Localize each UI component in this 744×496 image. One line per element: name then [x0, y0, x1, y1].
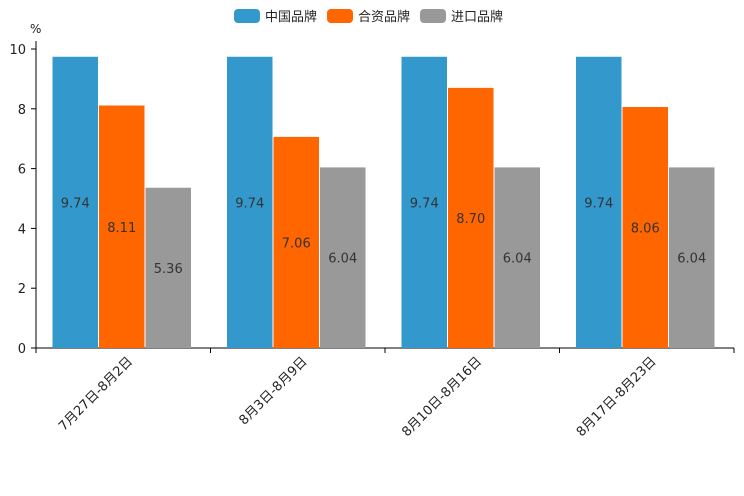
- bar: [99, 105, 145, 348]
- y-tick-label: 4: [18, 222, 26, 237]
- data-label: 5.36: [154, 262, 183, 277]
- bar: [448, 87, 494, 349]
- x-tick-label: 8月3日-8月9日: [236, 354, 310, 428]
- legend-swatch-china-brand: [234, 8, 260, 23]
- data-label: 7.06: [282, 236, 311, 251]
- bar: [576, 56, 622, 349]
- bar: [401, 56, 447, 349]
- data-label: 8.11: [107, 221, 136, 236]
- y-tick-label: 0: [18, 342, 26, 357]
- x-tick-label: 8月17日-8月23日: [574, 354, 660, 440]
- bar: [320, 167, 366, 348]
- y-axis-unit: %: [30, 22, 42, 36]
- legend-item-china-brand[interactable]: 中国品牌: [234, 6, 317, 25]
- y-tick-label: 10: [9, 43, 26, 58]
- x-tick-label: 8月10日-8月16日: [399, 354, 485, 440]
- y-tick-label: 8: [18, 103, 26, 118]
- bar: [669, 167, 715, 348]
- bar: [227, 56, 273, 349]
- data-label: 8.06: [631, 222, 660, 237]
- legend-item-import-brand[interactable]: 进口品牌: [420, 6, 503, 25]
- legend-swatch-joint-venture-brand: [327, 8, 354, 23]
- bar: [273, 136, 319, 348]
- y-tick-label: 6: [18, 163, 26, 178]
- data-label: 8.70: [456, 212, 485, 227]
- y-tick-label: 2: [18, 282, 26, 297]
- legend-label-import-brand: 进口品牌: [451, 10, 504, 25]
- data-label: 9.74: [61, 196, 90, 211]
- data-label: 9.74: [235, 196, 264, 211]
- legend: 中国品牌 合资品牌 进口品牌: [234, 6, 503, 25]
- data-label: 6.04: [503, 252, 532, 267]
- legend-label-joint-venture-brand: 合资品牌: [358, 10, 411, 25]
- data-label: 9.74: [410, 196, 439, 211]
- bar: [52, 56, 98, 349]
- data-label: 6.04: [328, 252, 357, 267]
- bar: [622, 107, 668, 348]
- data-label: 6.04: [677, 252, 706, 267]
- bar: [145, 187, 191, 348]
- bar: [494, 167, 540, 348]
- legend-swatch-import-brand: [420, 8, 447, 23]
- legend-item-joint-venture-brand[interactable]: 合资品牌: [327, 6, 410, 25]
- x-tick-label: 7月27日-8月2日: [56, 354, 136, 434]
- data-label: 9.74: [584, 196, 613, 211]
- legend-label-china-brand: 中国品牌: [265, 10, 318, 25]
